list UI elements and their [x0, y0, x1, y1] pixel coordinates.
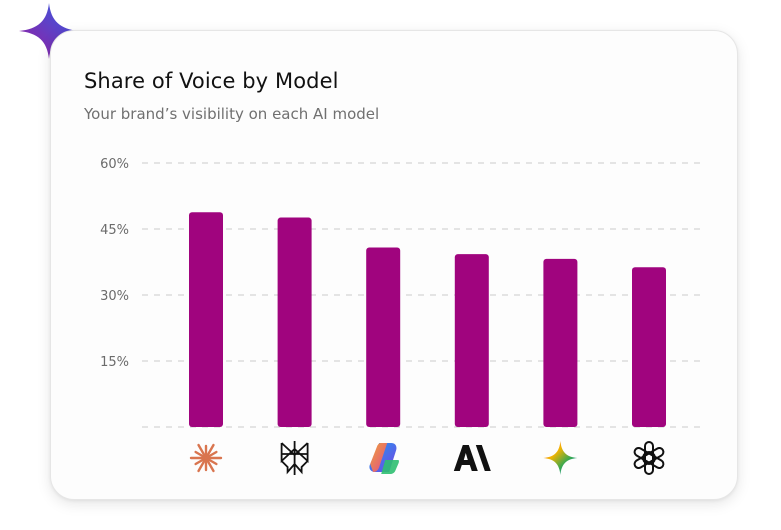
bar [189, 212, 223, 427]
gemini-icon [543, 441, 578, 475]
sparkle-logo-icon [19, 3, 79, 59]
y-tick-label: 45% [100, 223, 129, 238]
perplexity-icon [280, 441, 309, 475]
bar [454, 254, 489, 427]
claude-starburst-icon [189, 443, 223, 473]
anthropic-icon [453, 445, 491, 471]
bar [543, 258, 578, 427]
openai-icon [633, 441, 665, 475]
copilot-icon [369, 443, 399, 474]
y-tick-label: 60% [100, 157, 129, 172]
chart-subtitle: Your brand’s visibility on each AI model [84, 105, 380, 123]
bar [632, 267, 666, 427]
bar [277, 217, 312, 427]
y-tick-label: 15% [100, 355, 129, 370]
bar [366, 247, 401, 427]
chart-title: Share of Voice by Model [84, 69, 339, 93]
y-tick-label: 30% [100, 289, 129, 304]
